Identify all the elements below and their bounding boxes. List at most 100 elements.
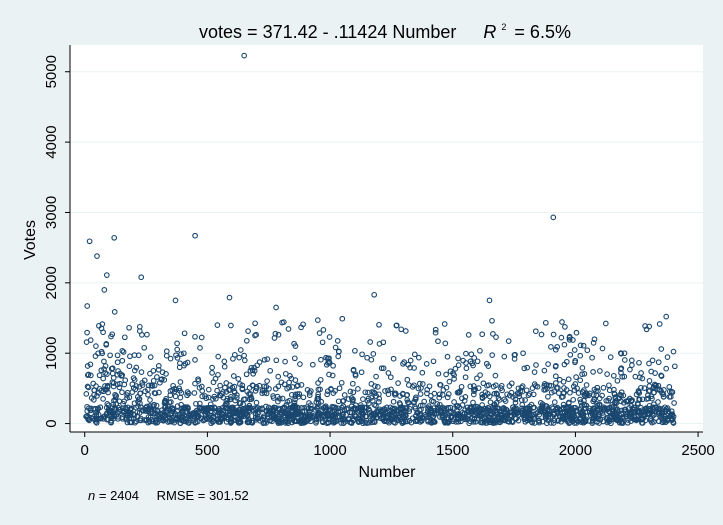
data-point xyxy=(108,419,114,426)
data-point xyxy=(591,336,598,343)
data-point xyxy=(210,396,216,402)
data-point xyxy=(430,413,437,420)
data-point xyxy=(606,395,613,402)
data-point xyxy=(317,386,323,393)
data-point xyxy=(115,413,122,420)
data-point xyxy=(239,410,246,417)
data-point xyxy=(623,413,630,420)
data-point xyxy=(275,398,281,405)
data-point xyxy=(322,403,329,410)
data-point xyxy=(662,415,669,422)
data-point xyxy=(528,401,535,408)
data-point xyxy=(319,339,326,346)
data-point xyxy=(291,399,298,406)
data-point xyxy=(236,419,243,426)
data-point xyxy=(455,418,462,425)
data-point xyxy=(658,372,664,379)
data-point xyxy=(249,367,256,374)
data-point xyxy=(441,321,448,327)
data-point xyxy=(424,390,430,397)
data-point xyxy=(477,372,483,378)
data-point xyxy=(240,396,247,403)
y-tick-label: 1000 xyxy=(43,337,60,370)
data-point xyxy=(239,385,246,392)
data-point xyxy=(230,373,237,379)
data-point xyxy=(279,395,286,402)
data-point xyxy=(573,374,579,380)
data-point xyxy=(131,400,138,407)
data-point xyxy=(670,348,677,355)
data-point xyxy=(551,399,558,405)
data-point xyxy=(385,370,392,376)
data-point xyxy=(264,378,270,384)
data-point xyxy=(392,390,399,397)
data-point xyxy=(86,238,93,245)
data-point xyxy=(653,415,659,421)
data-point xyxy=(553,362,559,369)
data-point xyxy=(577,396,583,403)
data-point xyxy=(103,272,110,278)
data-point xyxy=(406,400,412,406)
data-point xyxy=(646,360,652,367)
data-point xyxy=(111,309,118,315)
data-point xyxy=(178,401,184,408)
data-point xyxy=(554,406,561,413)
y-tick-label: 5000 xyxy=(43,55,60,88)
data-point xyxy=(382,388,388,394)
data-point xyxy=(463,365,470,372)
data-point xyxy=(492,407,499,414)
data-point xyxy=(220,414,226,421)
data-point xyxy=(367,417,374,424)
data-point xyxy=(477,347,483,354)
data-point xyxy=(388,386,394,393)
data-point xyxy=(521,365,528,372)
data-point xyxy=(148,408,155,415)
data-point xyxy=(512,396,519,403)
data-point xyxy=(108,365,115,372)
data-point xyxy=(561,409,568,416)
data-point xyxy=(459,402,466,408)
data-point xyxy=(318,356,324,363)
data-point xyxy=(435,338,441,345)
data-point xyxy=(368,395,375,401)
data-point xyxy=(102,363,109,369)
y-tick-label: 4000 xyxy=(43,125,60,158)
data-point xyxy=(656,418,662,425)
data-point xyxy=(618,350,625,357)
data-point xyxy=(136,328,143,334)
data-point xyxy=(414,409,420,416)
data-point xyxy=(286,384,292,391)
data-point xyxy=(91,416,98,423)
data-point xyxy=(254,362,261,369)
data-point xyxy=(98,348,105,355)
data-point xyxy=(589,408,596,415)
data-point xyxy=(226,407,233,414)
data-point xyxy=(538,408,545,414)
data-point xyxy=(295,393,302,400)
data-point xyxy=(205,386,212,393)
data-point xyxy=(275,383,282,390)
data-point xyxy=(655,399,661,405)
data-point xyxy=(152,419,159,426)
data-point xyxy=(85,384,92,391)
data-point xyxy=(237,400,244,407)
data-point xyxy=(227,382,233,388)
data-point xyxy=(261,419,268,426)
data-point xyxy=(490,383,497,390)
data-point xyxy=(88,395,95,401)
data-point xyxy=(131,367,138,374)
data-point xyxy=(197,345,203,351)
data-point xyxy=(203,395,210,402)
data-point xyxy=(597,416,604,423)
data-point xyxy=(387,374,394,381)
data-point xyxy=(454,389,461,396)
data-point xyxy=(610,408,616,415)
y-tick-label: 0 xyxy=(43,419,60,427)
data-point xyxy=(102,370,109,376)
data-point xyxy=(561,385,567,391)
data-point xyxy=(339,315,346,322)
data-point xyxy=(352,347,358,354)
data-point xyxy=(265,404,272,411)
data-point xyxy=(627,410,634,417)
data-point xyxy=(371,291,378,298)
